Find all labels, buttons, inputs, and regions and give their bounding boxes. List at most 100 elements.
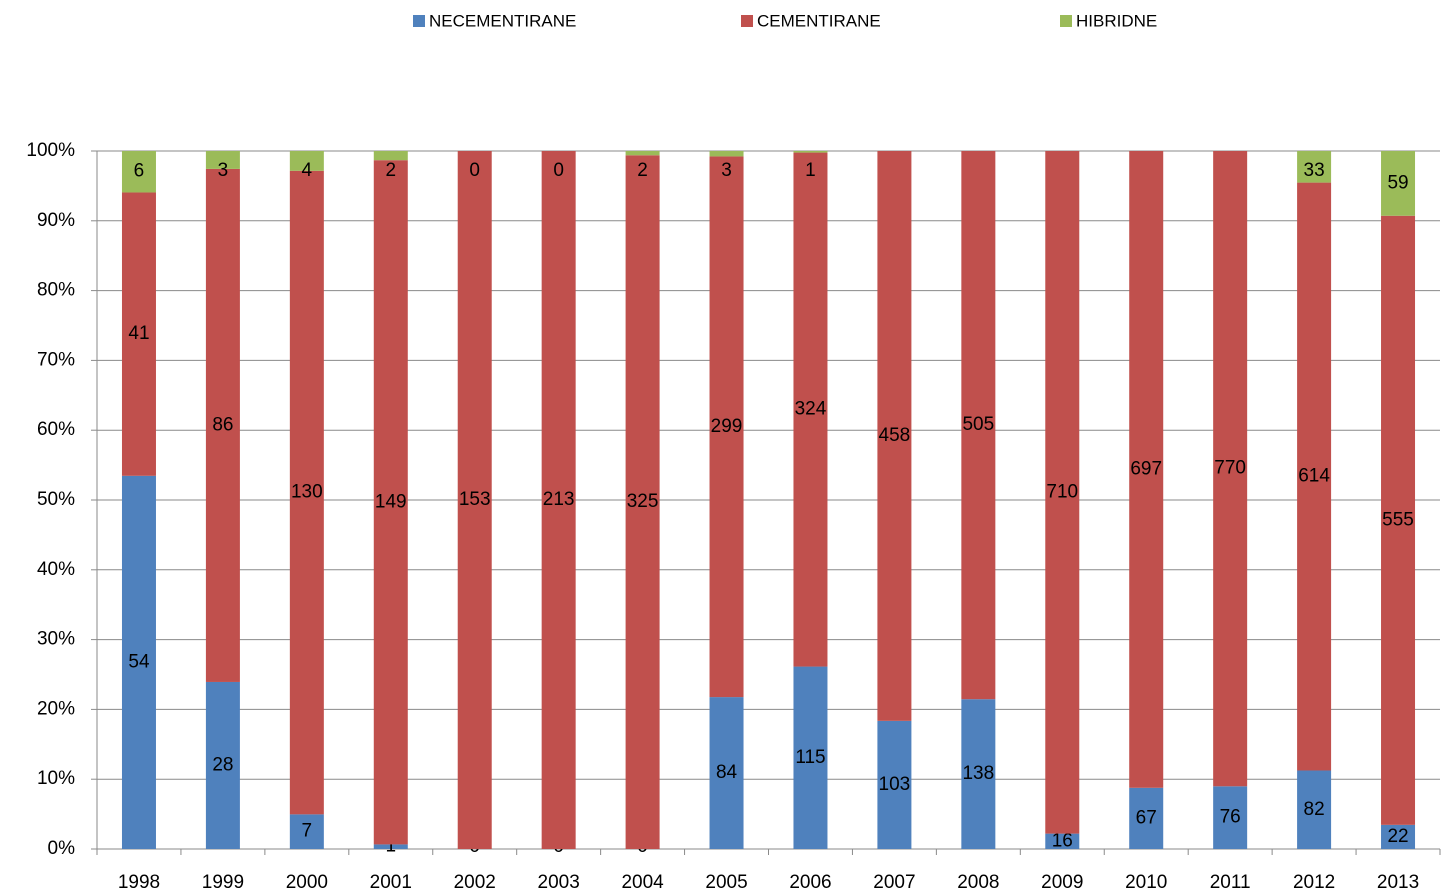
x-tick-label: 2006	[789, 872, 831, 893]
x-tick-label: 2005	[705, 872, 747, 893]
bar-segment	[1297, 182, 1332, 771]
bar-segment	[877, 151, 912, 721]
y-tick-label: 20%	[37, 698, 75, 719]
x-tick-label: 2013	[1377, 872, 1419, 893]
data-label: 28	[212, 754, 233, 775]
x-tick-label: 2007	[873, 872, 915, 893]
data-label: 458	[879, 425, 911, 446]
bar-segment	[709, 697, 744, 849]
bar-segment	[1381, 151, 1416, 216]
data-label: 324	[795, 399, 827, 420]
bar-segment	[709, 156, 744, 698]
data-label: 2	[385, 160, 396, 181]
x-tick-label: 2001	[370, 872, 412, 893]
data-label: 1	[805, 160, 816, 181]
data-label: 22	[1387, 826, 1408, 847]
bar-segment	[793, 151, 828, 153]
data-label: 153	[459, 489, 491, 510]
bar-segment	[205, 151, 240, 169]
data-label: 67	[1136, 807, 1157, 828]
data-label: 7	[302, 821, 313, 842]
legend-label: HIBRIDNE	[1076, 11, 1157, 30]
bar-segment	[1381, 215, 1416, 825]
x-tick-label: 2004	[621, 872, 664, 893]
x-tick-label: 2008	[957, 872, 999, 893]
data-label: 3	[721, 160, 732, 181]
y-tick-label: 10%	[37, 768, 75, 789]
data-label: 82	[1304, 799, 1325, 820]
data-label: 103	[879, 774, 911, 795]
data-label: 4	[302, 160, 313, 181]
legend-swatch	[741, 15, 753, 27]
bar-segment	[289, 814, 324, 849]
bar-segment	[793, 666, 828, 849]
bar-segment	[1297, 151, 1332, 183]
x-tick-label: 2002	[454, 872, 496, 893]
y-tick-label: 70%	[37, 349, 75, 370]
bar-segment	[625, 151, 660, 156]
bar-segment	[289, 170, 324, 815]
y-tick-label: 100%	[26, 140, 75, 161]
data-label: 505	[962, 414, 994, 435]
data-label: 614	[1298, 466, 1330, 487]
data-label: 555	[1382, 509, 1414, 530]
bar-segment	[205, 168, 240, 682]
bar-segment	[205, 681, 240, 849]
y-tick-label: 0%	[48, 838, 76, 859]
bar-segment	[121, 151, 156, 193]
bar-segment	[373, 151, 408, 161]
x-tick-label: 1999	[202, 872, 244, 893]
data-label: 41	[128, 323, 149, 344]
data-label: 2	[637, 160, 648, 181]
bar-segment	[373, 844, 408, 849]
bar-segment	[961, 151, 996, 700]
data-label: 299	[711, 416, 743, 437]
data-label: 0	[469, 160, 480, 181]
bar-segment	[1129, 151, 1164, 788]
bar-segment	[1045, 151, 1080, 834]
data-label: 84	[716, 762, 738, 783]
x-tick-label: 1998	[118, 872, 160, 893]
bar-segment	[541, 151, 576, 849]
data-label: 770	[1214, 458, 1246, 479]
y-tick-label: 60%	[37, 419, 75, 440]
x-tick-label: 2011	[1210, 872, 1251, 893]
x-tick-label: 2009	[1041, 872, 1083, 893]
legend-swatch	[1060, 15, 1072, 27]
data-label: 86	[212, 414, 233, 435]
data-label: 130	[291, 482, 323, 503]
bar-segment	[121, 475, 156, 849]
data-label: 0	[553, 160, 564, 181]
data-label: 1	[385, 836, 396, 857]
data-label: 33	[1304, 160, 1325, 181]
bar-segment	[877, 720, 912, 849]
bar-segment	[961, 699, 996, 849]
y-tick-label: 50%	[37, 489, 75, 510]
data-label: 16	[1052, 830, 1073, 851]
data-label: 54	[128, 651, 150, 672]
x-tick-label: 2003	[538, 872, 580, 893]
legend-label: NECEMENTIRANE	[429, 11, 576, 30]
bar-segment	[1213, 151, 1248, 787]
bar-segment	[457, 151, 492, 849]
bar-segment	[1213, 786, 1248, 849]
data-label: 697	[1130, 458, 1162, 479]
bar-segment	[1045, 833, 1080, 849]
data-label: 710	[1046, 481, 1078, 502]
y-tick-label: 90%	[37, 210, 75, 231]
bar-segment	[373, 160, 408, 845]
data-label: 3	[218, 160, 229, 181]
data-label: 213	[543, 489, 575, 510]
y-tick-label: 30%	[37, 629, 75, 650]
data-label: 138	[962, 763, 994, 784]
y-tick-label: 80%	[37, 280, 75, 301]
legend-swatch	[413, 15, 425, 27]
data-label: 76	[1220, 807, 1241, 828]
data-label: 6	[134, 161, 145, 182]
bar-segment	[625, 155, 660, 850]
bar-segment	[121, 192, 156, 476]
data-label: 115	[795, 747, 825, 768]
legend-label: CEMENTIRANE	[757, 11, 881, 30]
bar-segment	[793, 152, 828, 667]
